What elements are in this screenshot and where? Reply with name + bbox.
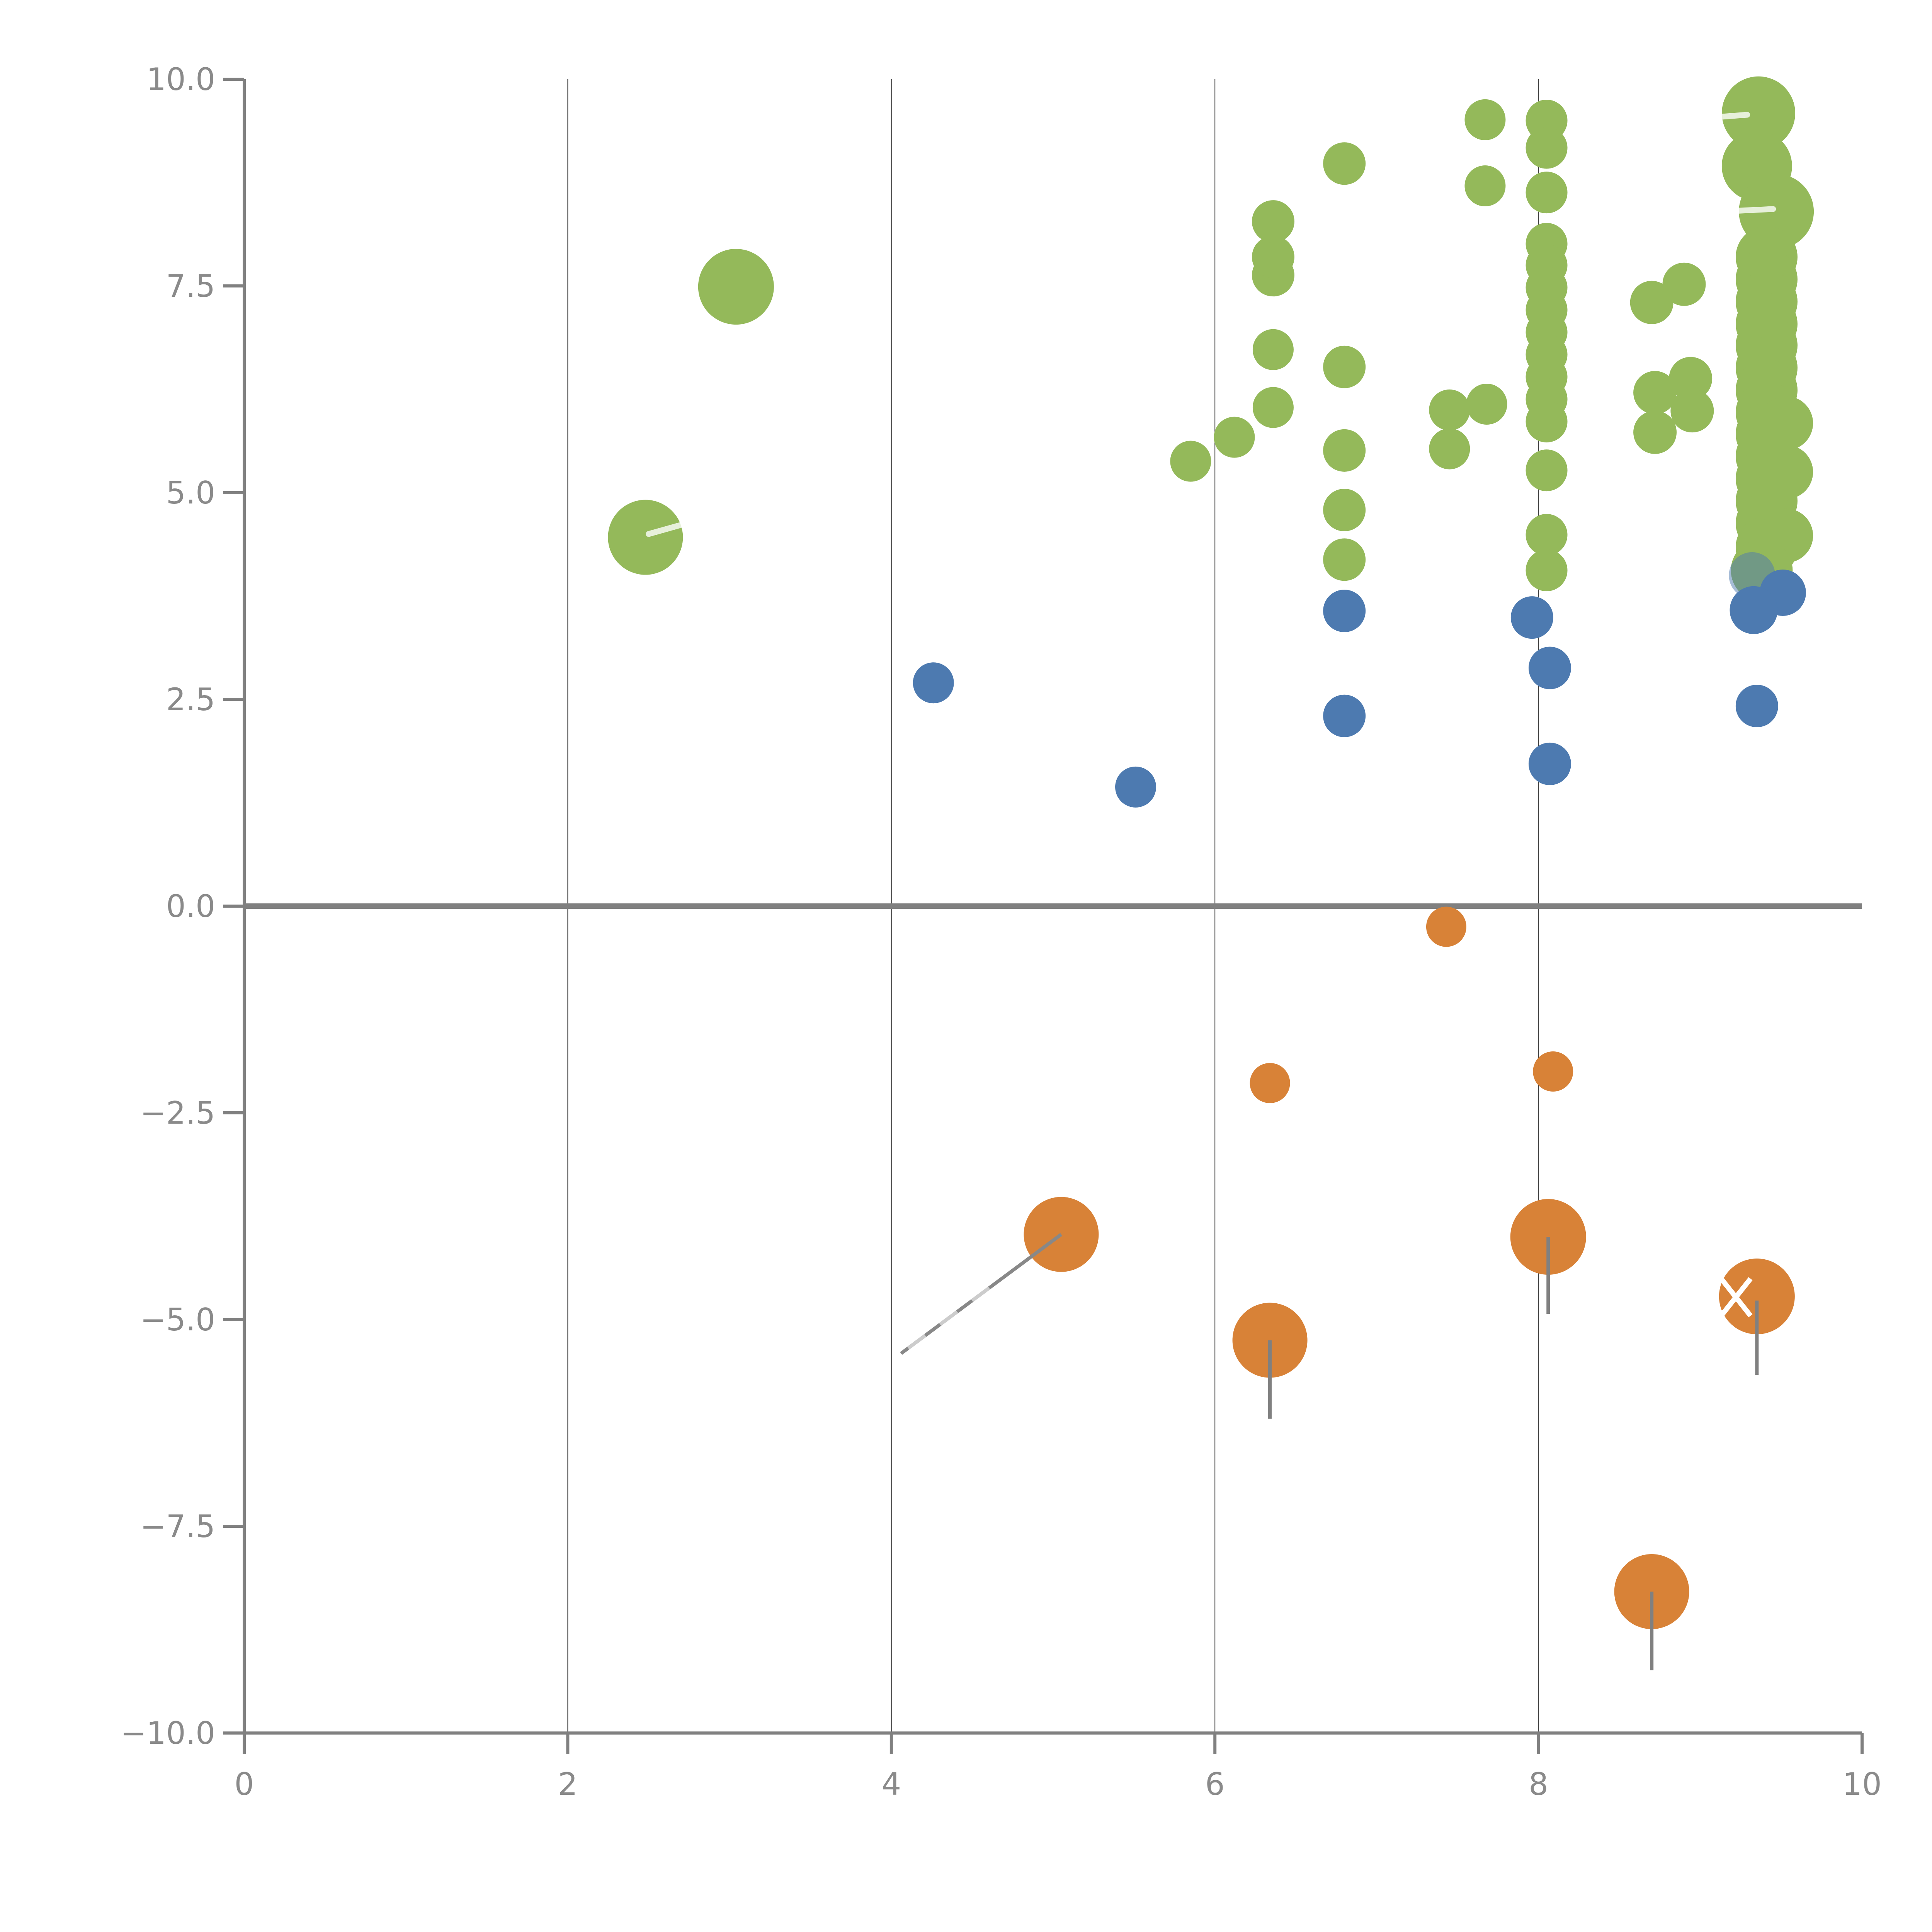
x-tick-label: 10 (1842, 1766, 1882, 1802)
green-point (1759, 445, 1813, 499)
green-point (1526, 514, 1568, 556)
x-tick-label: 8 (1529, 1766, 1548, 1802)
x-tick-label: 6 (1205, 1766, 1225, 1802)
green-point (1633, 410, 1677, 454)
y-tick-label: −2.5 (140, 1095, 215, 1131)
y-tick-label: −5.0 (140, 1302, 215, 1338)
x-marker-stroke-2 (1719, 1277, 1753, 1318)
green-point (1252, 329, 1294, 370)
y-tick-label: 2.5 (166, 682, 215, 718)
green-point (1429, 389, 1470, 430)
green-point (1323, 345, 1366, 388)
orange-point (1426, 906, 1466, 947)
green-point (1214, 417, 1255, 458)
y-tick-label: 5.0 (166, 475, 215, 511)
y-tick-label: 10.0 (146, 61, 215, 97)
green-point (1630, 281, 1673, 324)
blue-point (913, 662, 954, 704)
green-point (1466, 384, 1507, 425)
green-point (1633, 371, 1677, 415)
green-point (1669, 357, 1713, 400)
green-point (1252, 387, 1294, 428)
y-tick-label: 0.0 (166, 888, 215, 924)
green-point (608, 500, 683, 575)
green-point (1429, 428, 1470, 469)
green-point (1323, 429, 1366, 472)
green-point (1464, 99, 1506, 140)
white-streak-mark (1712, 112, 1750, 120)
x-tick-label: 2 (558, 1766, 578, 1802)
green-point (1526, 127, 1568, 169)
white-streak-mark (646, 522, 684, 537)
x-tick-label: 0 (235, 1766, 254, 1802)
orange-point (1719, 1259, 1795, 1335)
blue-point (1510, 596, 1553, 639)
green-point (1759, 396, 1813, 451)
green-point (1526, 400, 1568, 442)
green-point (1662, 262, 1706, 306)
green-point (1670, 389, 1714, 433)
y-tick-label: −10.0 (121, 1715, 215, 1751)
diagonal-line-dashes (900, 1286, 990, 1355)
blue-point (1528, 646, 1571, 689)
blue-point (1323, 590, 1366, 633)
green-point (1526, 172, 1568, 214)
green-point (1722, 76, 1796, 150)
white-streak-mark (1736, 206, 1776, 214)
green-point (698, 249, 774, 325)
blue-point (1528, 742, 1571, 785)
blue-point (1115, 766, 1156, 808)
green-point (1464, 165, 1506, 207)
y-tick-label: 7.5 (166, 268, 215, 304)
green-point (1170, 440, 1211, 482)
blue-point (1323, 694, 1366, 737)
green-point (1526, 549, 1568, 592)
blue-point (1735, 685, 1778, 728)
blue-point (1730, 586, 1778, 634)
green-point (1323, 538, 1366, 581)
orange-point (1533, 1051, 1573, 1092)
green-point (1526, 449, 1568, 492)
green-point (1323, 142, 1366, 185)
x-tick-label: 4 (881, 1766, 901, 1802)
green-point (1252, 236, 1294, 279)
green-point (1323, 488, 1366, 531)
orange-point (1250, 1063, 1290, 1103)
y-tick-label: −7.5 (140, 1509, 215, 1544)
green-point (1252, 200, 1294, 243)
